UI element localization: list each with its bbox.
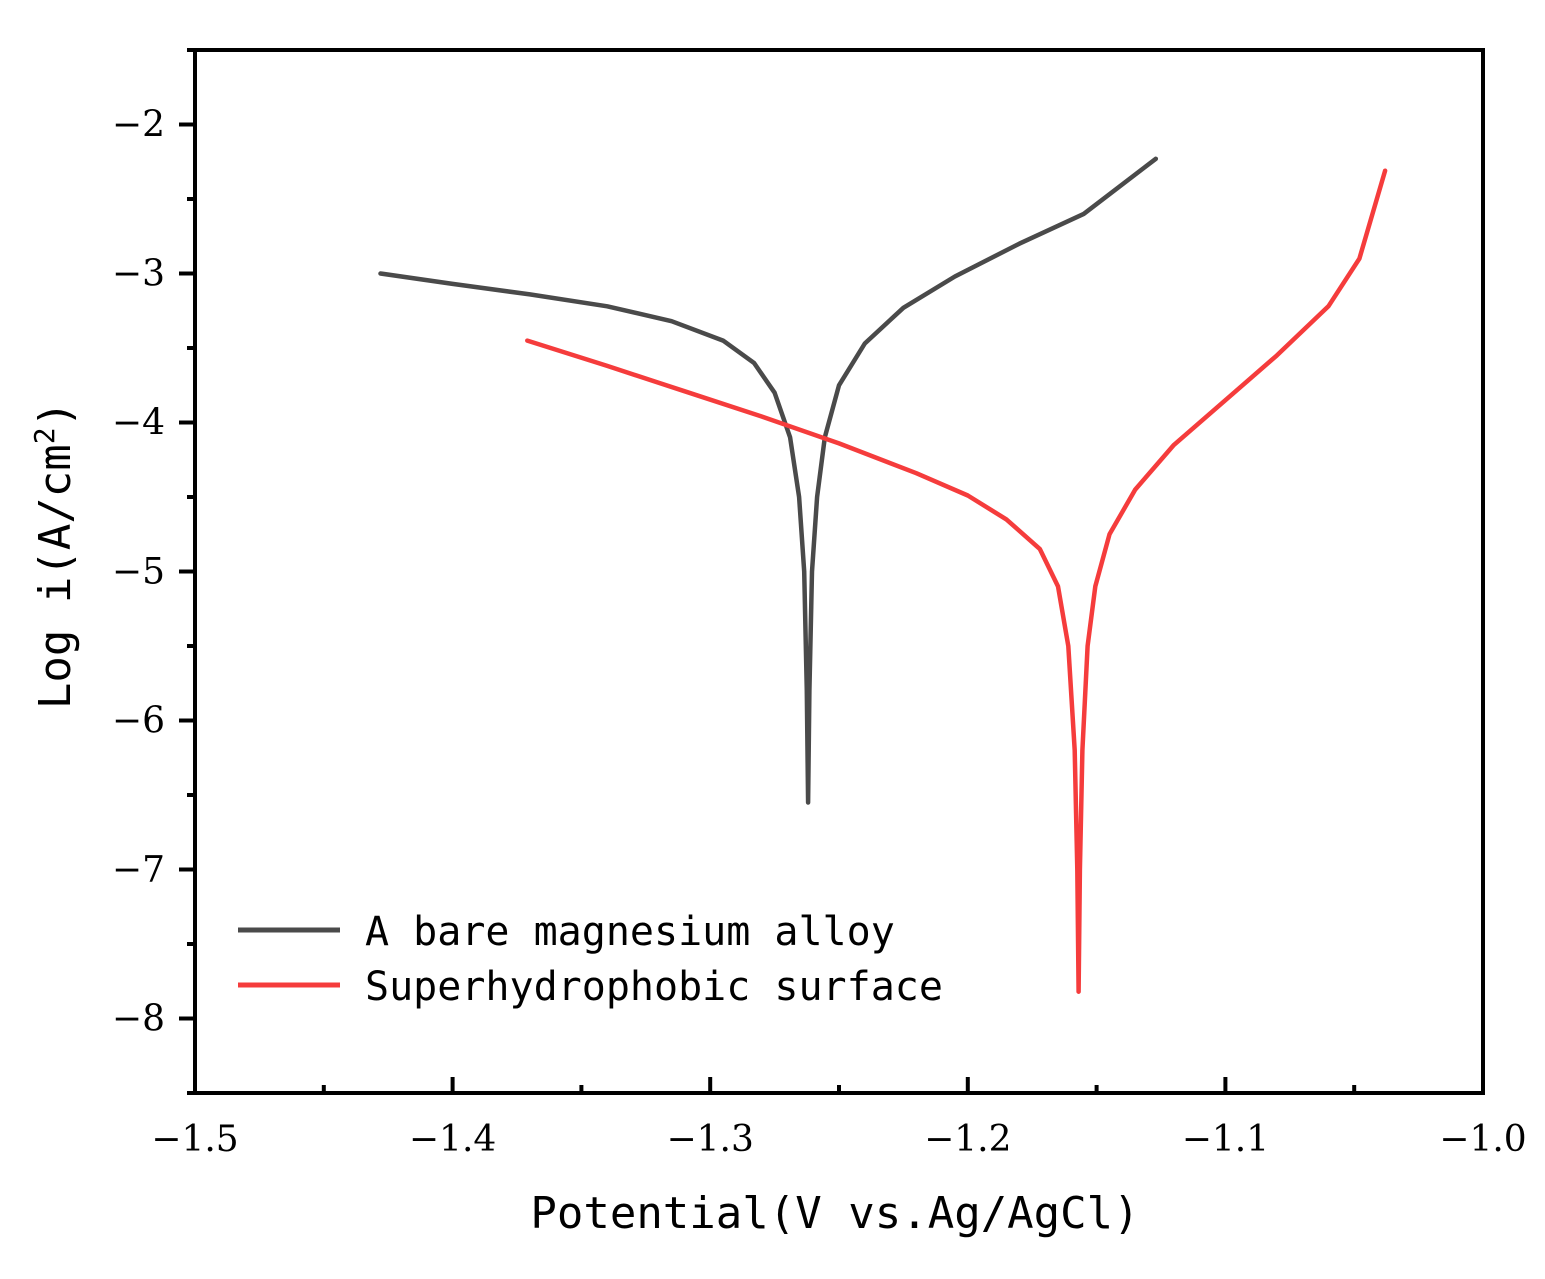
x-tick-label: −1.0 [1439,1119,1526,1160]
y-axis-title-close: ) [30,401,81,428]
y-axis-title-main: Log i(A/cm [30,444,81,709]
series-layer [378,156,1388,994]
y-tick-label: −2 [112,105,165,146]
y-axis-title: Log i(A/cm2) [28,401,81,709]
y-tick-label: −4 [112,403,165,444]
legend-label-bare-alloy: A bare magnesium alloy [365,909,895,955]
x-tick-label: −1.1 [1182,1119,1269,1160]
legend: A bare magnesium alloy Superhydrophobic … [238,909,943,1010]
x-tick-label: −1.5 [151,1119,238,1160]
y-tick-label: −6 [112,701,165,742]
x-axis: −1.5 −1.4 −1.3 −1.2 −1.1 −1.0 [151,1077,1527,1160]
y-axis-title-superscript: 2 [28,427,61,444]
y-tick-label: −8 [112,999,165,1040]
x-axis-title: Potential(V vs.Ag/AgCl) [530,1188,1139,1239]
legend-label-superhydrophobic: Superhydrophobic surface [365,964,943,1010]
y-tick-label: −7 [112,850,165,891]
x-tick-label: −1.2 [924,1119,1011,1160]
x-tick-label: −1.4 [409,1119,496,1160]
y-tick-label: −5 [112,552,165,593]
series-line-0 [378,156,1159,805]
y-tick-label: −3 [112,254,165,295]
series-line-1 [525,168,1388,994]
y-axis: −2 −3 −4 −5 −6 −7 −8 [112,48,195,1095]
x-tick-label: −1.3 [666,1119,753,1160]
